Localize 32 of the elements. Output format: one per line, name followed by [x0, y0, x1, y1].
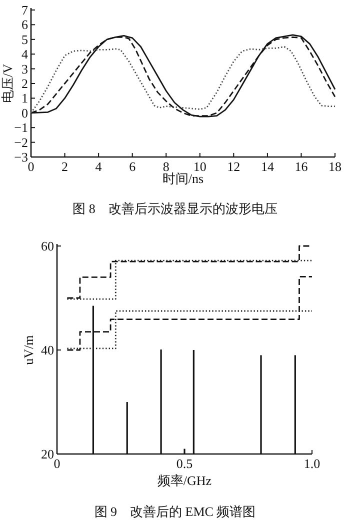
y-tick-label: 6: [22, 17, 28, 32]
text: 图 9 改善后的 EMC 频谱图: [94, 504, 256, 519]
x-tick-label: 2: [62, 159, 68, 174]
x-tick-label: 12: [227, 159, 240, 174]
y-tick-label: 40: [41, 342, 54, 358]
y-tick-label: 4: [22, 46, 28, 62]
y-tick-label: 20: [41, 446, 54, 462]
y-axis-title: 电压/V: [0, 63, 15, 103]
y-tick-label: 5: [22, 32, 28, 47]
line-series: [30, 46, 336, 114]
x-tick-label: 10: [193, 159, 206, 174]
y-tick-label: −2: [14, 134, 28, 150]
x-tick-label: 4: [95, 159, 102, 174]
y-tick-label: −1: [14, 120, 28, 136]
y-tick-label: 0: [22, 105, 28, 120]
x-tick-label: 0.5: [176, 456, 193, 471]
x-tick-label: 1.0: [304, 456, 320, 471]
x-tick-label: 8: [162, 159, 170, 174]
y-tick-label: 60: [41, 238, 54, 254]
x-tick-label: 16: [294, 159, 308, 174]
y-tick-label: 1: [22, 90, 28, 106]
y-axis-title: uV/m: [21, 335, 36, 365]
y-tick-label: 2: [22, 76, 28, 91]
x-tick-label: 14: [260, 159, 274, 174]
x-tick-label: 6: [129, 159, 136, 174]
y-tick-label: −3: [14, 150, 28, 164]
y-tick-label: 7: [22, 2, 28, 18]
x-axis-title: 时间/ns: [162, 171, 204, 186]
x-tick-label: 18: [328, 159, 342, 174]
y-tick-label: 3: [22, 61, 28, 76]
x-axis-title: 频率/GHz: [157, 473, 212, 488]
text: 图 8 改善后示波器显示的波形电压: [72, 201, 278, 216]
